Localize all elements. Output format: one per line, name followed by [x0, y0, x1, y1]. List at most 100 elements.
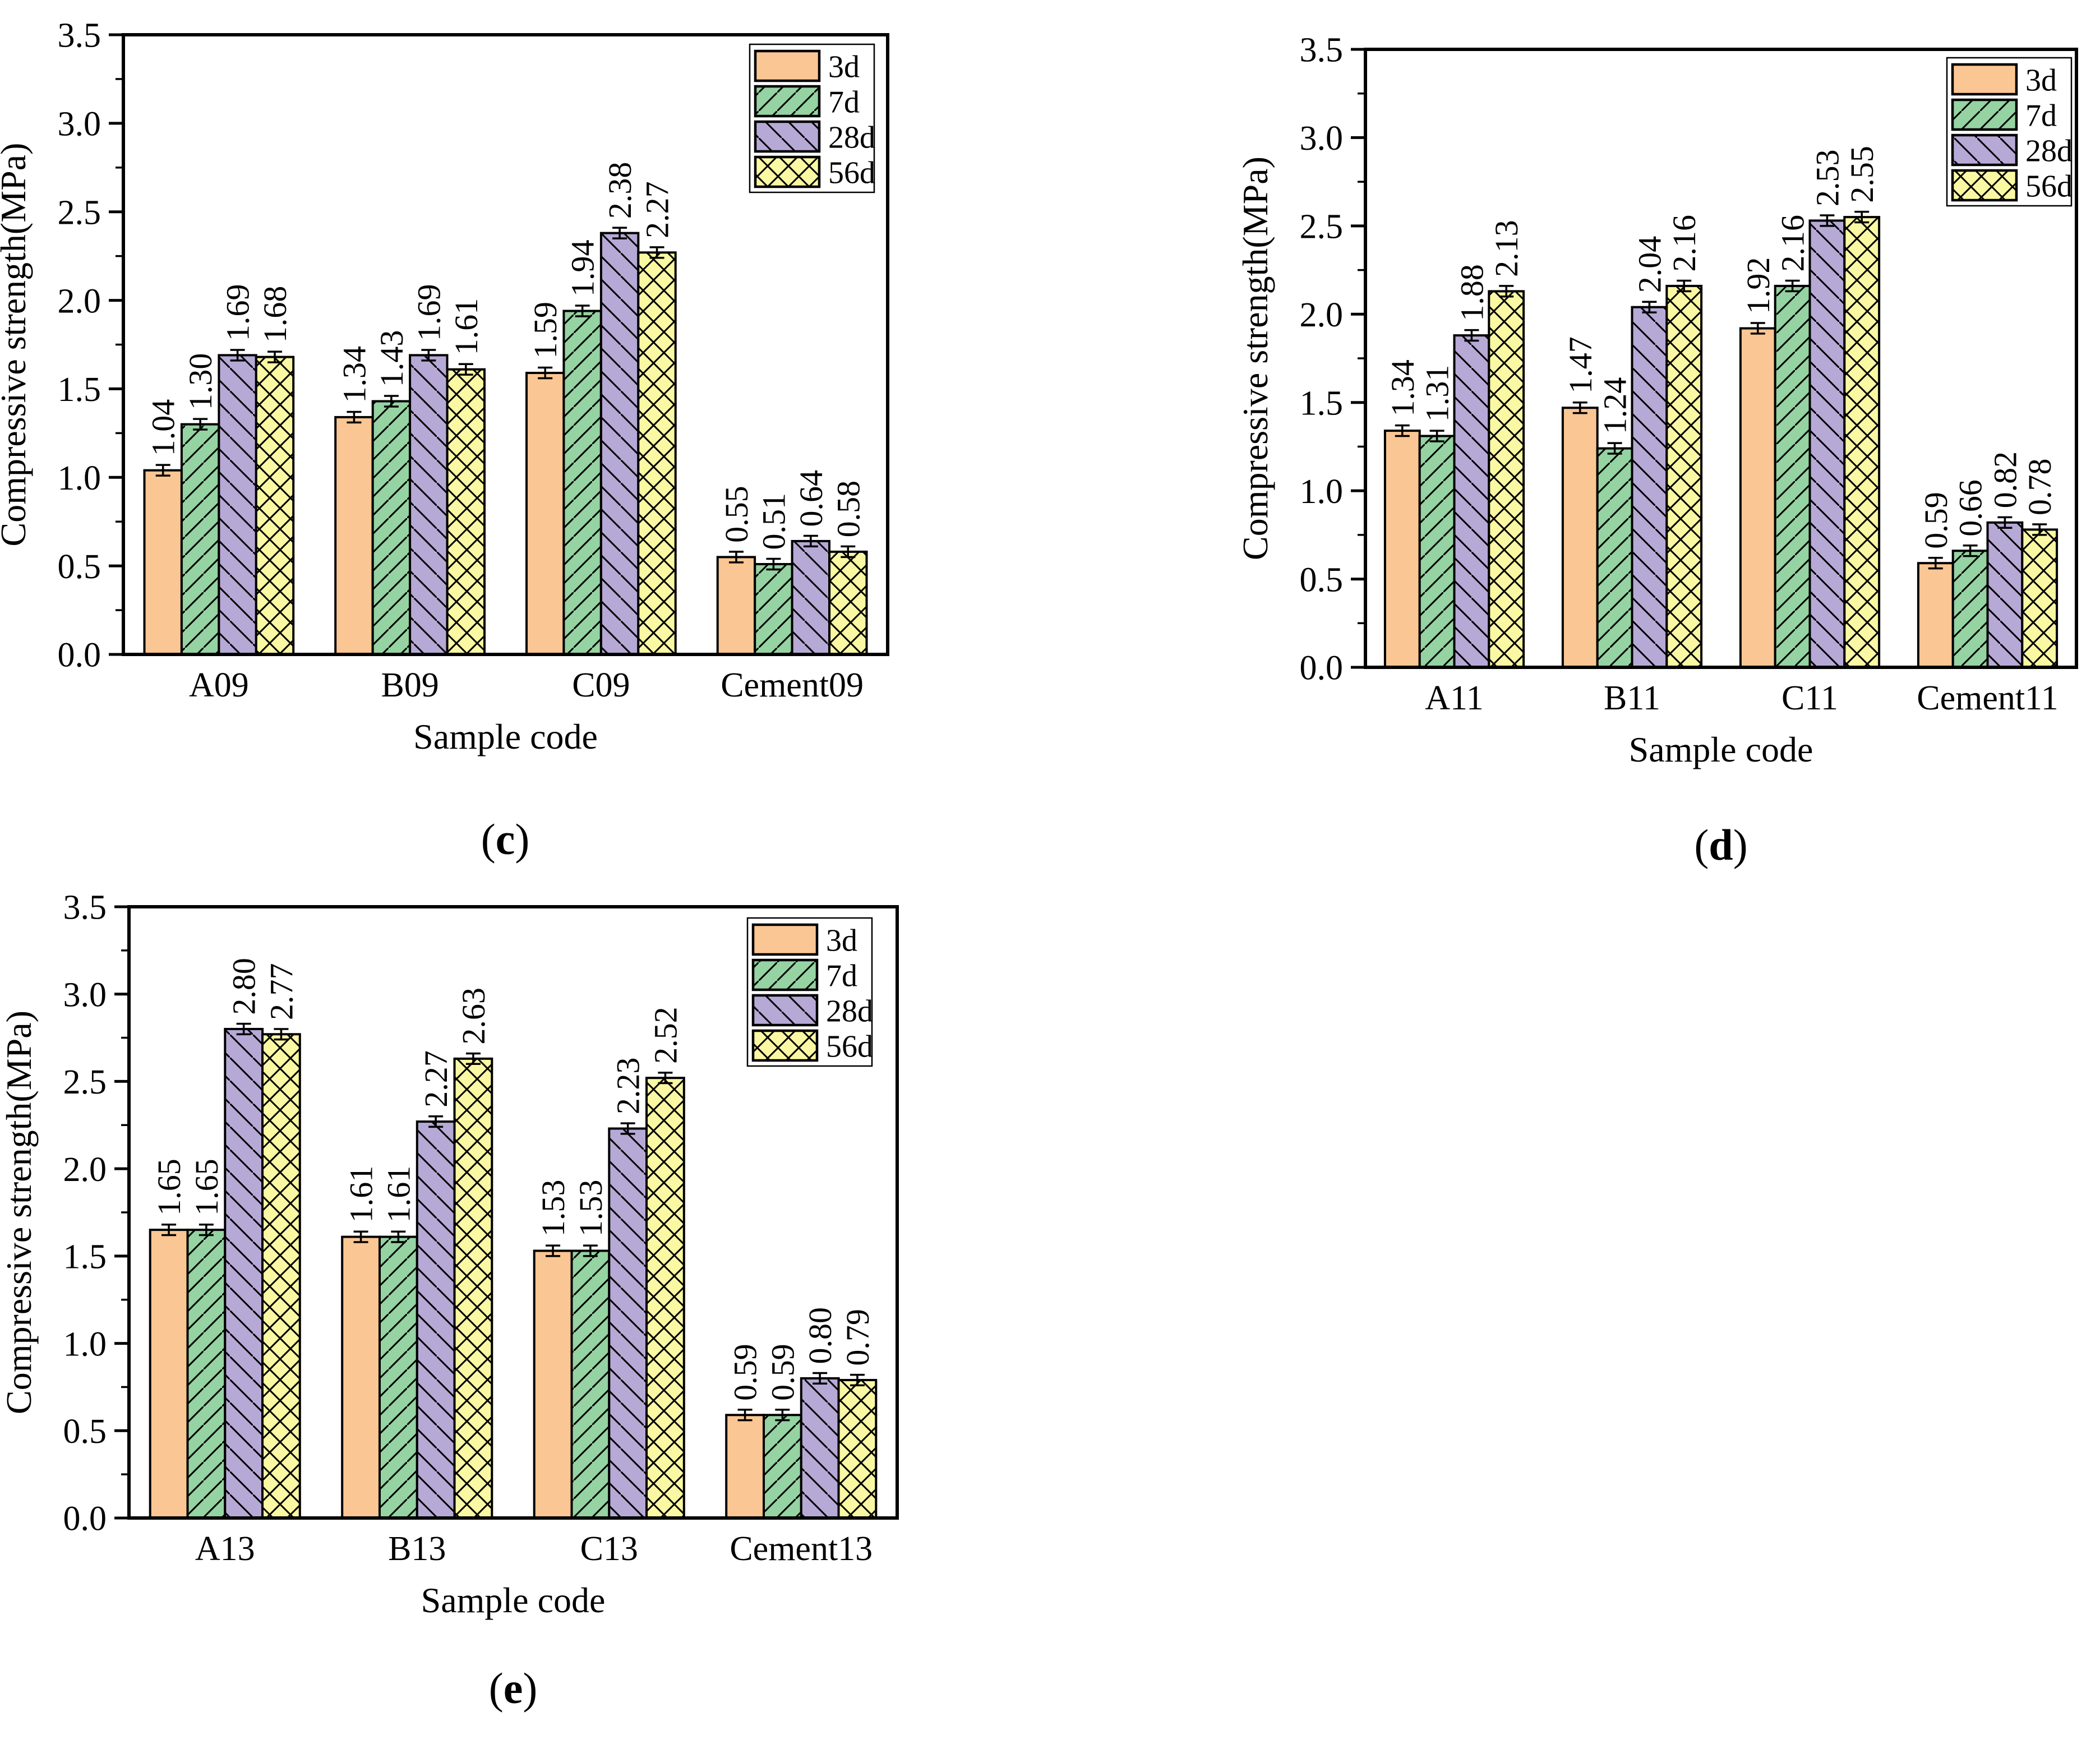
- error-bar-Cement13-28d: [813, 1372, 828, 1385]
- caption-paren: ): [1733, 820, 1748, 869]
- error-bar-B11-28d: [1642, 301, 1657, 313]
- value-label-A09-7d: 1.30: [182, 353, 219, 410]
- value-label-B09-56d: 1.61: [448, 298, 484, 356]
- legend-label-7d: 7d: [2025, 99, 2057, 133]
- error-bar-B09-28d: [421, 349, 436, 362]
- caption-paren: ): [523, 1664, 538, 1713]
- error-bar-A09-28d: [230, 349, 245, 362]
- y-tick-label: 1.5: [63, 1238, 107, 1276]
- legend-label-7d: 7d: [826, 959, 857, 994]
- y-tick-label: 3.5: [58, 17, 101, 55]
- error-bar-A13-28d: [236, 1022, 251, 1036]
- bar-A11-56d: [1488, 290, 1525, 668]
- bar-Cement11-28d: [1986, 521, 2024, 668]
- value-label-C11-56d: 2.55: [1844, 146, 1880, 203]
- bar-C09-7d: [562, 310, 602, 656]
- error-bar-C11-7d: [1785, 279, 1800, 293]
- x-tick-label-Cement11: Cement11: [1917, 679, 2059, 717]
- bar-B11-3d: [1561, 407, 1599, 668]
- bar-Cement09-56d: [828, 550, 868, 656]
- value-label-A09-28d: 1.69: [220, 284, 256, 341]
- value-label-A09-56d: 1.68: [257, 286, 293, 343]
- value-label-A13-56d: 2.77: [263, 963, 299, 1021]
- legend-label-56d: 56d: [826, 1030, 873, 1064]
- x-axis-title: Sample code: [1629, 730, 1813, 769]
- error-bar-A11-7d: [1429, 430, 1444, 442]
- error-bar-Cement13-7d: [775, 1409, 790, 1422]
- bar-B09-28d: [409, 354, 449, 656]
- error-bar-C13-56d: [658, 1072, 673, 1085]
- error-bar-B13-7d: [391, 1230, 406, 1243]
- x-tick-label-A11: A11: [1425, 679, 1483, 717]
- bar-Cement11-7d: [1951, 550, 1989, 669]
- x-tick-label-A13: A13: [195, 1530, 255, 1568]
- value-label-C13-56d: 2.52: [647, 1007, 684, 1064]
- error-bar-A11-28d: [1464, 329, 1479, 342]
- value-label-A13-7d: 1.65: [188, 1159, 225, 1216]
- value-label-C09-56d: 2.27: [639, 181, 676, 238]
- value-label-C11-7d: 2.16: [1775, 215, 1811, 272]
- legend-swatch-7d: [1951, 98, 2018, 131]
- error-bar-C13-7d: [583, 1244, 598, 1257]
- y-tick-label: 3.5: [1300, 31, 1344, 70]
- y-tick-label: 1.5: [58, 371, 101, 409]
- error-bar-C11-28d: [1820, 214, 1835, 227]
- value-label-A11-28d: 1.88: [1453, 264, 1490, 321]
- chart-e: 1.65 1.652.80 2.771.61 1.612.272.631.53 1.53…: [0, 889, 899, 1620]
- error-bar-Cement09-56d: [841, 545, 856, 559]
- value-label-A13-3d: 1.65: [151, 1159, 187, 1216]
- error-bar-A13-3d: [161, 1224, 177, 1237]
- bar-Cement13-28d: [800, 1377, 840, 1519]
- value-label-C13-28d: 2.23: [610, 1058, 647, 1115]
- y-tick-label: 2.0: [63, 1151, 107, 1189]
- error-bar-B13-56d: [465, 1052, 481, 1065]
- error-bar-B09-56d: [458, 363, 473, 376]
- legend-label-28d: 28d: [2025, 134, 2073, 169]
- y-axis-title: Compressive strength(MPa): [0, 1011, 39, 1414]
- value-label-Cement13-3d: 0.59: [727, 1344, 764, 1401]
- x-axis-title: Sample code: [413, 717, 598, 756]
- legend-swatch-56d: [751, 1029, 819, 1062]
- y-tick-label: 0.5: [1300, 561, 1344, 599]
- bar-B13-7d: [379, 1235, 418, 1520]
- x-tick-label-C11: C11: [1781, 679, 1838, 717]
- error-bar-B09-3d: [347, 410, 362, 424]
- x-tick-label-A09: A09: [189, 666, 249, 704]
- error-bar-C09-3d: [538, 366, 553, 380]
- bar-Cement13-7d: [763, 1414, 802, 1520]
- value-label-A11-56d: 2.13: [1488, 220, 1525, 277]
- bar-C11-28d: [1808, 219, 1846, 668]
- error-bar-A09-7d: [193, 418, 208, 431]
- value-label-A11-3d: 1.34: [1384, 359, 1421, 417]
- bar-C13-7d: [570, 1249, 611, 1519]
- value-label-B11-28d: 2.04: [1631, 236, 1668, 293]
- x-tick-label-B09: B09: [381, 666, 439, 704]
- legend-label-3d: 3d: [826, 924, 857, 958]
- bar-B13-28d: [416, 1120, 456, 1519]
- value-label-C11-3d: 1.92: [1740, 257, 1776, 315]
- y-tick-label: 3.0: [58, 105, 101, 144]
- y-tick-label: 0.5: [63, 1413, 107, 1451]
- value-label-Cement11-3d: 0.59: [1918, 492, 1954, 549]
- error-bar-A09-56d: [267, 350, 283, 363]
- x-tick-label-C13: C13: [580, 1530, 638, 1568]
- bar-C13-28d: [608, 1127, 648, 1519]
- value-label-Cement11-7d: 0.66: [1953, 479, 1989, 537]
- y-tick-label: 0.0: [63, 1500, 107, 1538]
- legend-swatch-28d: [754, 120, 821, 153]
- chart-d: 1.341.311.882.131.471.242.042.161.922.16…: [1235, 31, 2078, 769]
- bar-B11-28d: [1631, 306, 1668, 668]
- value-label-Cement09-28d: 0.64: [793, 470, 829, 527]
- bar-B09-3d: [334, 416, 374, 656]
- x-tick-label-B11: B11: [1604, 679, 1660, 717]
- error-bar-A11-56d: [1499, 285, 1514, 298]
- value-label-B13-56d: 2.63: [455, 988, 492, 1045]
- error-bar-B13-28d: [428, 1115, 444, 1128]
- legend-swatch-28d: [1951, 133, 2018, 167]
- legend-swatch-7d: [751, 958, 819, 991]
- error-bar-A09-3d: [155, 464, 170, 477]
- x-tick-label-C09: C09: [572, 666, 630, 704]
